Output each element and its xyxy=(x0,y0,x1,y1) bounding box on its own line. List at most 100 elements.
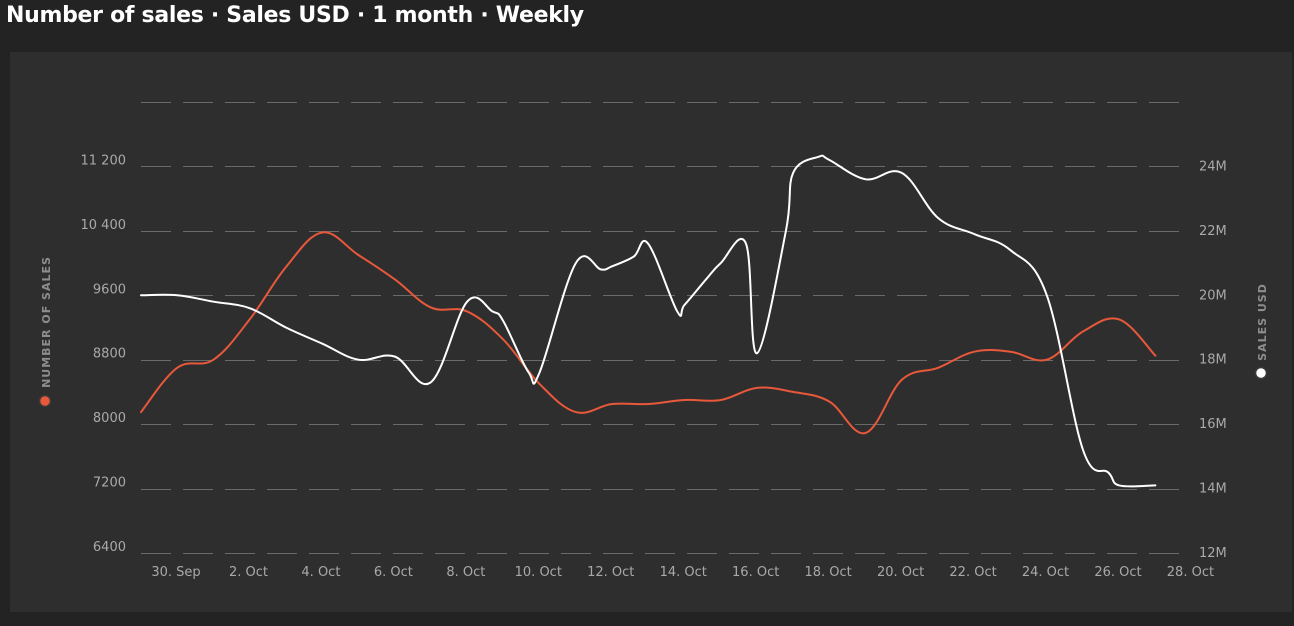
data-point[interactable] xyxy=(1077,326,1089,338)
series-line[interactable] xyxy=(140,154,1157,488)
data-point[interactable] xyxy=(860,427,872,439)
x-tick-label: 14. Oct xyxy=(660,565,707,580)
data-point[interactable] xyxy=(171,362,183,374)
series-line[interactable] xyxy=(140,231,1157,435)
data-point[interactable] xyxy=(280,261,292,273)
data-point[interactable] xyxy=(780,225,792,237)
data-point[interactable] xyxy=(1077,444,1089,456)
data-point[interactable] xyxy=(244,302,256,314)
data-point[interactable] xyxy=(823,154,835,166)
data-point[interactable] xyxy=(1041,289,1053,301)
left-axis-ticks: 6400 7200 8000 8800 9600 10 400 11 200 xyxy=(81,153,127,555)
data-point[interactable] xyxy=(534,367,546,379)
right-tick-label: 20M xyxy=(1199,288,1227,303)
left-legend-marker[interactable] xyxy=(38,394,52,408)
right-axis-label: SALES USD xyxy=(1256,283,1269,361)
data-point[interactable] xyxy=(1149,479,1161,491)
data-point[interactable] xyxy=(135,289,147,301)
right-tick-label: 12M xyxy=(1199,546,1227,561)
data-point[interactable] xyxy=(751,382,763,394)
data-point[interactable] xyxy=(823,396,835,408)
data-point[interactable] xyxy=(787,167,799,179)
data-point[interactable] xyxy=(316,338,328,350)
data-point[interactable] xyxy=(425,376,437,388)
data-point[interactable] xyxy=(1005,244,1017,256)
x-tick-label: 2. Oct xyxy=(229,565,268,580)
x-tick-label: 30. Sep xyxy=(151,565,200,580)
data-point[interactable] xyxy=(1149,350,1161,362)
x-axis-ticks: 30. Sep 2. Oct 4. Oct 6. Oct 8. Oct 10. Oct 12… xyxy=(151,565,1214,580)
data-point[interactable] xyxy=(1102,467,1114,479)
data-point[interactable] xyxy=(280,322,292,334)
x-tick-label: 28. Oct xyxy=(1167,565,1214,580)
data-point[interactable] xyxy=(135,406,147,418)
data-point[interactable] xyxy=(678,394,690,406)
data-point[interactable] xyxy=(389,351,401,363)
x-tick-label: 24. Oct xyxy=(1022,565,1069,580)
data-point[interactable] xyxy=(628,251,640,263)
left-tick-label: 10 400 xyxy=(81,218,127,233)
data-point[interactable] xyxy=(352,354,364,366)
right-tick-label: 18M xyxy=(1199,353,1227,368)
data-point[interactable] xyxy=(425,301,437,313)
right-tick-label: 16M xyxy=(1199,417,1227,432)
data-point[interactable] xyxy=(208,354,220,366)
data-point[interactable] xyxy=(497,315,509,327)
data-point[interactable] xyxy=(700,273,712,285)
right-axis-title: SALES USD xyxy=(1256,283,1269,361)
data-point[interactable] xyxy=(715,394,727,406)
data-point[interactable] xyxy=(642,398,654,410)
data-point[interactable] xyxy=(208,296,220,308)
right-legend-marker[interactable] xyxy=(1254,366,1268,380)
x-tick-label: 26. Oct xyxy=(1094,565,1141,580)
data-point[interactable] xyxy=(1113,313,1125,325)
data-point[interactable] xyxy=(896,374,908,386)
left-tick-label: 7200 xyxy=(93,476,126,491)
data-point[interactable] xyxy=(678,299,690,311)
data-point[interactable] xyxy=(606,260,618,272)
series xyxy=(135,151,1161,491)
data-point[interactable] xyxy=(497,334,509,346)
x-tick-label: 18. Oct xyxy=(804,565,851,580)
data-point[interactable] xyxy=(751,347,763,359)
left-tick-label: 8000 xyxy=(93,411,126,426)
x-tick-label: 12. Oct xyxy=(587,565,634,580)
data-point[interactable] xyxy=(570,406,582,418)
data-point[interactable] xyxy=(968,346,980,358)
data-point[interactable] xyxy=(389,273,401,285)
data-point[interactable] xyxy=(896,167,908,179)
x-tick-label: 8. Oct xyxy=(446,565,485,580)
data-point[interactable] xyxy=(715,257,727,269)
left-tick-label: 8800 xyxy=(93,347,126,362)
data-point[interactable] xyxy=(352,249,364,261)
data-point[interactable] xyxy=(932,362,944,374)
right-axis-ticks: 12M 14M 16M 18M 20M 22M 24M xyxy=(1199,159,1227,561)
left-axis-title: NUMBER OF SALES xyxy=(40,256,53,388)
data-point[interactable] xyxy=(787,386,799,398)
left-axis-label: NUMBER OF SALES xyxy=(40,256,53,388)
data-point[interactable] xyxy=(860,173,872,185)
data-point[interactable] xyxy=(171,289,183,301)
data-point[interactable] xyxy=(813,151,825,163)
data-point[interactable] xyxy=(968,228,980,240)
right-tick-label: 14M xyxy=(1199,482,1227,497)
data-point[interactable] xyxy=(461,296,473,308)
data-point[interactable] xyxy=(932,212,944,224)
data-point[interactable] xyxy=(595,264,607,276)
left-tick-label: 9600 xyxy=(93,282,126,297)
data-point[interactable] xyxy=(606,398,618,410)
data-point[interactable] xyxy=(486,305,498,317)
series-number-of-sales xyxy=(135,227,1161,439)
data-point[interactable] xyxy=(1041,354,1053,366)
data-point[interactable] xyxy=(642,238,654,250)
data-point[interactable] xyxy=(244,313,256,325)
data-point[interactable] xyxy=(570,257,582,269)
data-point[interactable] xyxy=(740,238,752,250)
data-point[interactable] xyxy=(1113,479,1125,491)
data-point[interactable] xyxy=(523,367,535,379)
data-point[interactable] xyxy=(1005,346,1017,358)
data-point[interactable] xyxy=(316,227,328,239)
left-tick-label: 11 200 xyxy=(81,153,127,168)
x-tick-label: 6. Oct xyxy=(374,565,413,580)
